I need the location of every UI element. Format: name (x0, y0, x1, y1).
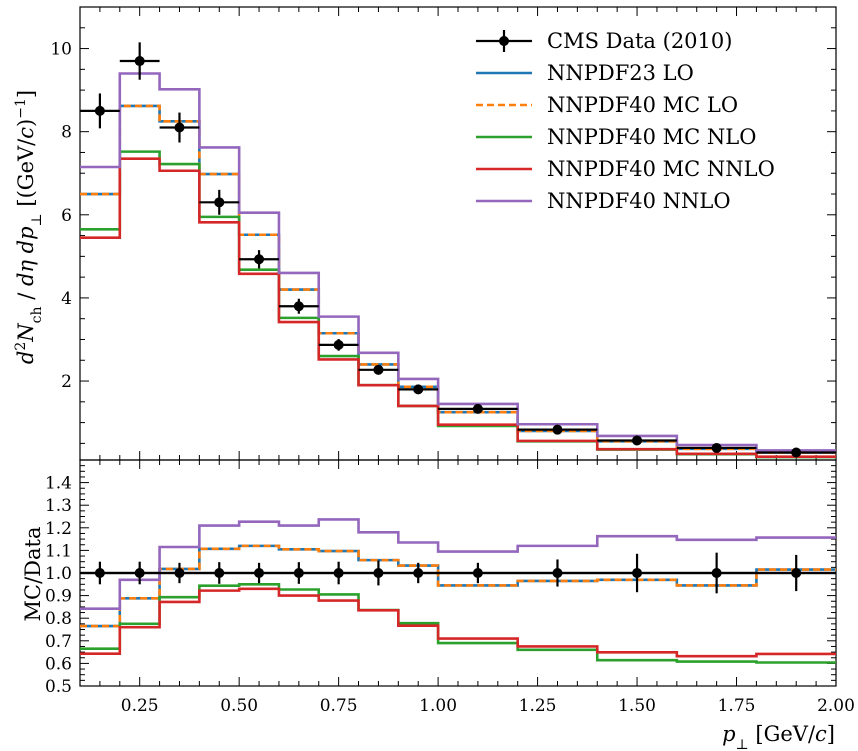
bottom-data-point (552, 568, 563, 578)
bottom-y-tick-label: 1.4 (45, 474, 72, 494)
top-data-point (94, 105, 105, 116)
bottom-data-point (254, 568, 265, 578)
top-y-tick-label: 4 (61, 289, 72, 309)
x-tick-label: 0.50 (220, 696, 258, 716)
legend-label-data: CMS Data (2010) (547, 29, 732, 53)
ratio-panel: 0.5 0.60.7 0.80.9 1.0 1.11.2 1.31.4 0.25 0.50 0.… (45, 459, 855, 716)
x-tick-label: 2.00 (817, 696, 855, 716)
bottom-data-point (711, 568, 722, 578)
bottom-y-tick-label: 0.7 (45, 632, 72, 652)
legend: CMS Data (2010) NNPDF23 LO NNPDF40 MC LO NN… (476, 29, 775, 213)
bottom-y-tick-label: 0.5 (45, 677, 72, 697)
x-tick-label: 1.00 (419, 696, 457, 716)
x-tick-label: 0.25 (121, 696, 159, 716)
top-series-nnpdf40-mc-nnlo (80, 157, 836, 458)
bottom-series-nnpdf40-mc-lo (80, 544, 836, 628)
legend-label: NNPDF23 LO (547, 61, 694, 85)
top-y-tick-label: 2 (61, 372, 72, 392)
top-data-point (552, 424, 563, 435)
top-data-point (333, 339, 344, 350)
top-data-point (413, 384, 424, 395)
top-data-point (134, 56, 145, 67)
bottom-y-tick-label: 0.9 (45, 587, 72, 607)
bottom-data-point (472, 568, 483, 578)
top-data-point (254, 254, 265, 265)
bottom-data-point (174, 568, 185, 578)
legend-label: NNPDF40 MC LO (547, 93, 738, 117)
x-axis-label: p⊥ [GeV/c] (722, 722, 835, 751)
bottom-y-tick-label: 0.6 (45, 654, 72, 674)
x-tick-label: 0.75 (320, 696, 358, 716)
bottom-y-tick-label: 1.1 (45, 541, 72, 561)
bottom-data-point (413, 568, 424, 578)
bottom-y-tick-label: 0.8 (45, 609, 72, 629)
main-spectrum-panel: 2 4 6 8 10 (50, 6, 837, 461)
bottom-series-nnpdf40-mc-nlo (80, 583, 836, 664)
bottom-series-nnpdf40-mc-nnlo (80, 587, 836, 658)
bottom-data-point (333, 568, 344, 578)
x-tick-label: 1.25 (519, 696, 557, 716)
bottom-data-point (214, 568, 225, 578)
top-y-tick-label: 8 (61, 123, 72, 143)
x-tick-label: 1.50 (618, 696, 656, 716)
bottom-data-point (293, 568, 304, 578)
top-data-point (174, 122, 185, 133)
top-data-point (214, 197, 225, 208)
top-y-tick-label: 6 (61, 206, 72, 226)
top-data-point (632, 435, 643, 446)
bottom-data-point (134, 568, 145, 578)
bottom-y-tick-label: 1.2 (45, 519, 72, 539)
bottom-data-point (791, 568, 802, 578)
bottom-y-tick-label: 1.3 (45, 496, 72, 516)
bottom-data-point (94, 568, 105, 578)
legend-label: NNPDF40 MC NNLO (547, 157, 775, 181)
top-y-axis-label: d2Nch / dη dp⊥ [(GeV/c)−1] (13, 90, 45, 364)
x-tick-label: 1.75 (718, 696, 756, 716)
legend-label: NNPDF40 NNLO (547, 189, 731, 213)
top-data-point (472, 403, 483, 414)
top-data-point (791, 447, 802, 458)
top-data-point (373, 364, 384, 375)
legend-label: NNPDF40 MC NLO (547, 125, 756, 149)
bottom-data-point (373, 568, 384, 578)
top-data-point (711, 442, 722, 453)
bottom-y-axis-label: MC/Data (21, 527, 45, 622)
top-y-tick-label: 10 (50, 40, 72, 60)
top-frame (79, 6, 837, 461)
bottom-series-nnpdf40-nnlo (80, 518, 836, 611)
top-data-point (293, 301, 304, 312)
bottom-data-point (632, 568, 643, 578)
bottom-y-tick-label: 1.0 (45, 564, 72, 584)
legend-marker-data (499, 36, 509, 46)
